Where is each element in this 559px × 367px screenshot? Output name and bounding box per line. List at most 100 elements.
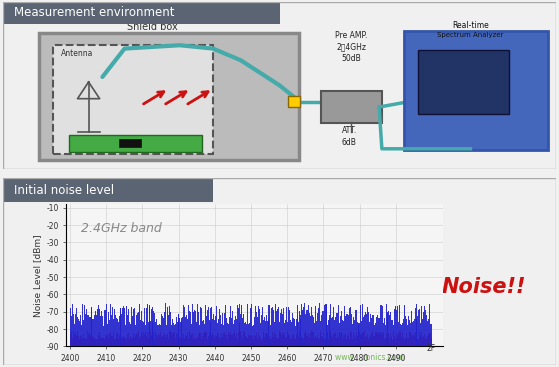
Bar — [285, 307, 286, 346]
Bar — [186, 316, 187, 346]
Bar — [80, 305, 81, 346]
Bar — [87, 331, 88, 346]
Bar — [154, 313, 155, 346]
Bar — [179, 331, 181, 346]
Bar — [295, 326, 296, 346]
Bar — [111, 315, 112, 346]
Bar — [153, 331, 154, 346]
Bar — [174, 332, 175, 346]
FancyBboxPatch shape — [288, 96, 300, 107]
Bar — [305, 331, 306, 346]
Bar — [190, 333, 191, 346]
Bar — [71, 331, 72, 346]
Bar — [222, 335, 223, 346]
Bar — [214, 320, 215, 346]
Bar — [396, 332, 397, 346]
Bar — [395, 339, 396, 346]
Bar — [165, 337, 166, 346]
Bar — [419, 334, 420, 346]
Bar — [344, 306, 345, 346]
Bar — [125, 325, 126, 346]
Bar — [385, 338, 386, 346]
Bar — [340, 316, 341, 346]
Bar — [256, 307, 257, 346]
Bar — [274, 318, 275, 346]
Bar — [301, 304, 302, 346]
Bar — [316, 320, 317, 346]
Bar — [211, 335, 212, 346]
Bar — [248, 334, 249, 346]
Bar — [269, 335, 271, 346]
Bar — [227, 332, 228, 346]
Bar — [303, 307, 304, 346]
Bar — [237, 305, 238, 346]
Bar — [166, 338, 167, 346]
Bar — [92, 336, 93, 346]
Bar — [249, 337, 250, 346]
Bar — [413, 315, 414, 346]
Bar — [277, 309, 278, 346]
Bar — [107, 334, 108, 346]
Bar — [221, 334, 222, 346]
Bar — [418, 310, 419, 346]
Bar — [342, 339, 343, 346]
Bar — [150, 321, 151, 346]
Bar — [348, 315, 349, 346]
Bar — [300, 319, 301, 346]
Bar — [310, 316, 311, 346]
Bar — [118, 338, 119, 346]
Bar — [243, 314, 244, 346]
Bar — [228, 332, 229, 346]
Bar — [281, 335, 282, 346]
Bar — [361, 321, 362, 346]
Bar — [353, 333, 354, 346]
Bar — [200, 307, 201, 346]
Bar — [224, 332, 225, 346]
FancyBboxPatch shape — [3, 178, 213, 202]
Bar — [411, 317, 413, 346]
Bar — [211, 307, 212, 346]
Bar — [167, 307, 168, 346]
Bar — [373, 336, 374, 346]
Bar — [219, 339, 220, 346]
Bar — [158, 334, 159, 346]
Bar — [285, 334, 286, 346]
Bar — [232, 311, 233, 346]
Bar — [287, 322, 288, 346]
Bar — [144, 308, 145, 346]
Bar — [187, 332, 188, 346]
Bar — [383, 332, 384, 346]
Bar — [223, 325, 224, 346]
Bar — [248, 324, 249, 346]
Bar — [183, 334, 184, 346]
Bar — [148, 322, 149, 346]
Bar — [389, 315, 390, 346]
Bar — [82, 312, 83, 346]
Bar — [365, 337, 366, 346]
Bar — [235, 316, 236, 346]
Bar — [339, 323, 340, 346]
Bar — [126, 319, 127, 346]
Bar — [204, 337, 205, 346]
Bar — [212, 333, 213, 346]
Bar — [408, 338, 409, 346]
Bar — [392, 339, 393, 346]
Bar — [238, 308, 239, 346]
Bar — [349, 308, 350, 346]
Bar — [324, 339, 325, 346]
Bar — [101, 338, 102, 346]
Bar — [220, 315, 221, 346]
Bar — [213, 335, 214, 346]
Bar — [334, 320, 335, 346]
Bar — [392, 320, 393, 346]
Bar — [221, 324, 222, 346]
Bar — [120, 332, 121, 346]
Bar — [269, 305, 270, 346]
Bar — [388, 333, 389, 346]
Bar — [170, 337, 171, 346]
Bar — [361, 333, 362, 346]
Bar — [122, 337, 123, 346]
Bar — [99, 337, 100, 346]
Bar — [269, 338, 270, 346]
Bar — [302, 337, 303, 346]
